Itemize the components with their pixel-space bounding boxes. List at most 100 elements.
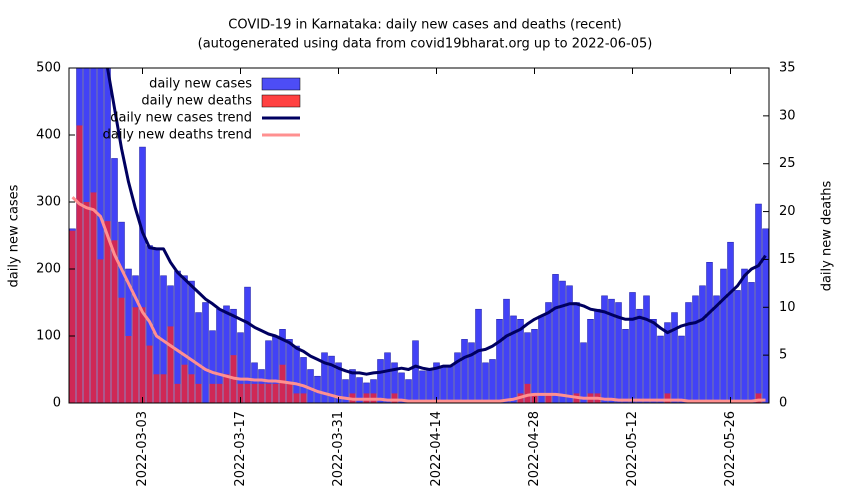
bar [90,192,97,403]
legend-label: daily new cases [149,77,252,92]
bar [258,383,265,403]
bar [167,326,174,403]
x-tick-label: 2022-05-12 [625,411,640,487]
x-tick-label: 2022-03-03 [135,411,150,487]
bar [202,302,209,403]
legend-swatch [261,94,301,108]
y-axis-label: daily new cases [7,184,22,287]
bar [545,393,552,403]
legend-label: daily new deaths [141,94,252,109]
bar [720,268,727,403]
y2-tick-label: 5 [779,348,787,363]
trend-line [105,68,767,376]
bar [391,393,398,403]
bar [671,312,678,403]
bar [181,364,188,403]
bar [216,383,223,403]
bar [132,307,139,403]
bar [664,393,671,403]
x-tick-label: 2022-04-28 [527,411,542,487]
x-tick-label: 2022-05-26 [723,411,738,487]
bar [615,302,622,403]
bar [531,329,538,403]
bar [174,270,181,403]
bar [398,372,405,403]
y-tick-label: 200 [36,262,61,277]
y-tick-label: 500 [36,61,61,76]
y2-tick-label: 0 [779,396,787,411]
bar [622,329,629,403]
bar [195,383,202,403]
bar [139,146,146,403]
bar [237,383,244,403]
bar [762,228,769,403]
bar [153,374,160,403]
bar [566,285,573,403]
bar [139,307,146,403]
bar [300,357,307,403]
bar [706,262,713,403]
legend-swatch [261,77,301,91]
bar [685,302,692,403]
plot-area [69,68,769,403]
bar [321,352,328,403]
bar [118,297,125,403]
bar [573,302,580,403]
legend-label: daily new deaths trend [103,128,252,143]
bar [559,280,566,403]
x-tick-label: 2022-03-17 [233,411,248,487]
y2-tick-label: 20 [779,204,796,219]
bar [251,383,258,403]
y-tick-label: 0 [53,396,61,411]
y-tick-label: 100 [36,329,61,344]
bar [209,330,216,403]
x-tick-label: 2022-03-31 [331,411,346,487]
bar [580,342,587,403]
bar [727,241,734,403]
bar [482,362,489,403]
bar [524,383,531,403]
y-tick-label: 300 [36,195,61,210]
bar [349,369,356,403]
bar [489,359,496,403]
bar [517,319,524,403]
chart-subtitle: (autogenerated using data from covid19bh… [198,37,653,52]
plot-frame [68,67,770,404]
bar [664,322,671,403]
bar [503,298,510,403]
bar [76,125,83,403]
bar [468,342,475,403]
bar [384,352,391,403]
bar [629,292,636,403]
bar [377,359,384,403]
bar [755,393,762,403]
bar [713,295,720,403]
bar [83,202,90,403]
bar [594,308,601,403]
bar [440,365,447,403]
bar [328,355,335,403]
y2-tick-label: 35 [779,61,796,76]
bar [300,393,307,403]
bar [461,339,468,403]
x-tick-label: 2022-04-14 [429,411,444,487]
bar [496,319,503,403]
bar [447,365,454,403]
bar [160,374,167,403]
bar [181,275,188,403]
bar [755,203,762,403]
bar [412,340,419,403]
bar [454,352,461,403]
bar [356,377,363,403]
bar [741,268,748,403]
y2-tick-label: 25 [779,156,796,171]
bar [104,221,111,403]
bar [286,339,293,403]
trend-line [71,196,766,403]
bar [286,383,293,403]
bar [734,290,741,403]
bar [125,336,132,403]
bar [650,319,657,403]
bar [188,374,195,403]
